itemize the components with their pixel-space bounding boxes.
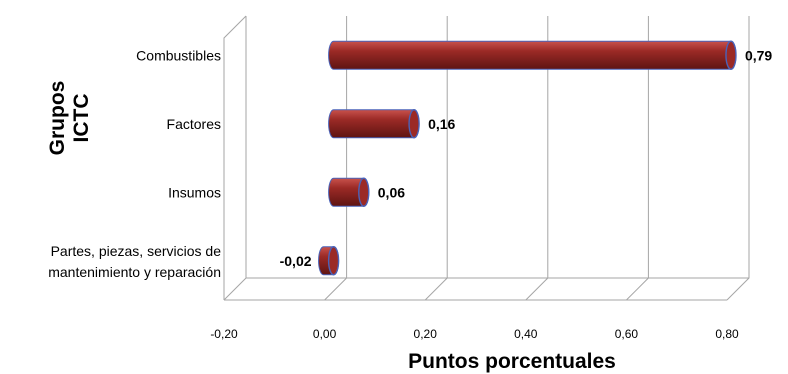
category-label: Insumos xyxy=(168,184,221,200)
y-axis-title: GruposICTC xyxy=(46,81,93,156)
x-tick-label: 0,80 xyxy=(715,327,739,341)
category-label-line: Partes, piezas, servicios de xyxy=(51,243,222,259)
category-label: Partes, piezas, servicios de mantenimient… xyxy=(48,243,221,280)
category-label-line: mantenimiento y reparación xyxy=(48,264,221,280)
category-label: Combustibles xyxy=(136,47,221,63)
x-tick-label: -0,20 xyxy=(210,327,238,341)
data-labels: 0,79 0,16 0,06 -0,02 xyxy=(280,47,773,269)
category-label-line: Combustibles xyxy=(136,47,221,63)
y-axis-title-text: GruposICTC xyxy=(46,81,93,156)
gridline xyxy=(223,16,247,301)
bar xyxy=(328,109,420,139)
data-label: -0,02 xyxy=(280,253,312,269)
bars xyxy=(318,40,737,276)
category-label-line: Factores xyxy=(167,116,221,132)
bar-end-cap xyxy=(358,177,370,207)
category-labels: Combustibles Factores Insumos Partes, pieza… xyxy=(48,47,221,280)
data-label: 0,06 xyxy=(378,184,405,200)
x-tick-label: 0,20 xyxy=(414,327,438,341)
data-label: 0,79 xyxy=(745,47,772,63)
x-tick-label: 0,60 xyxy=(615,327,639,341)
y-axis-title-line: Grupos xyxy=(46,81,69,156)
bar-end-cap xyxy=(408,109,420,139)
category-label-line: Insumos xyxy=(168,184,221,200)
bar-end-cap xyxy=(327,246,340,276)
bar xyxy=(328,40,737,70)
left-wall-edge xyxy=(223,15,247,300)
x-axis-title: Puntos porcentuales xyxy=(408,350,616,373)
x-tick-label: 0,00 xyxy=(313,327,337,341)
y-axis-title-line: ICTC xyxy=(70,94,93,143)
x-tick-labels: -0,20 0,00 0,20 0,40 0,60 0,80 xyxy=(210,327,739,341)
data-label: 0,16 xyxy=(428,116,455,132)
grid-lines xyxy=(223,15,750,301)
category-label: Factores xyxy=(167,116,221,132)
x-tick-label: 0,40 xyxy=(514,327,538,341)
bar-end-cap xyxy=(725,40,737,70)
